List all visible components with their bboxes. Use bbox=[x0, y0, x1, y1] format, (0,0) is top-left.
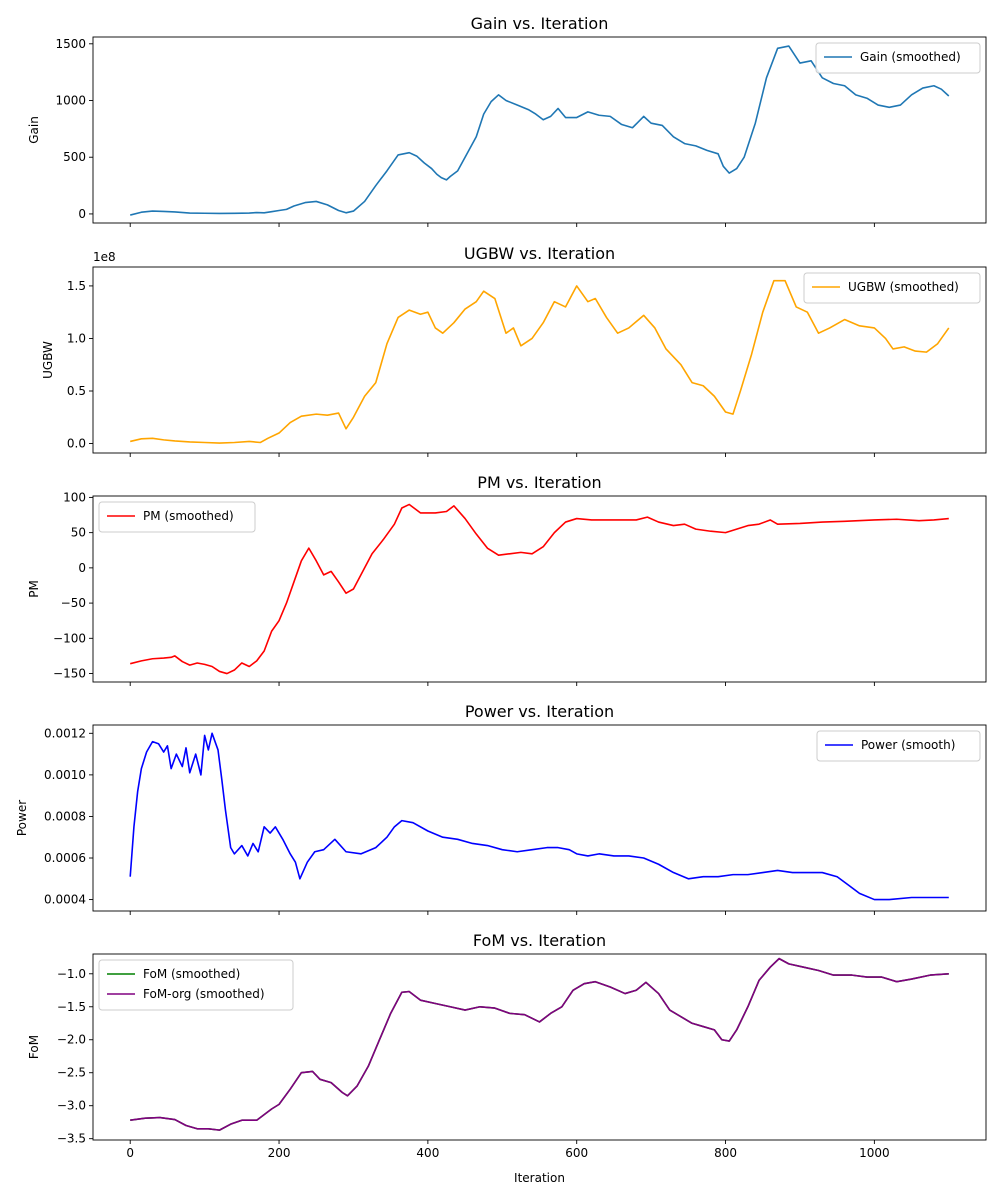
legend-entry: Gain (smoothed) bbox=[860, 50, 961, 64]
series-line-0 bbox=[130, 45, 950, 216]
legend-box bbox=[816, 730, 981, 762]
y-tick-label: 0.0012 bbox=[44, 726, 86, 740]
axis-offset-text: 1e8 bbox=[93, 250, 116, 264]
y-tick-label: 1000 bbox=[55, 94, 86, 108]
legend-box bbox=[815, 42, 981, 74]
legend-box bbox=[803, 272, 981, 304]
y-tick-label: 0.0010 bbox=[44, 768, 86, 782]
chart-panel-3: Power vs. Iteration 0.0004 0.0006 0.0008 0.0… bbox=[15, 702, 987, 915]
axes-frame bbox=[92, 36, 987, 224]
series-line-0 bbox=[130, 503, 949, 675]
chart-title: PM vs. Iteration bbox=[477, 473, 601, 492]
y-tick-label: 0.0004 bbox=[44, 893, 86, 907]
y-axis-label: PM bbox=[27, 580, 41, 598]
legend: Gain (smoothed) bbox=[815, 42, 981, 74]
y-axis-label: Gain bbox=[27, 116, 41, 144]
y-tick-label: 50 bbox=[71, 526, 86, 540]
series-line-0 bbox=[129, 732, 949, 901]
y-tick-label: −2.5 bbox=[57, 1066, 86, 1080]
y-tick-label: −50 bbox=[61, 596, 86, 610]
x-tick-label: 200 bbox=[268, 1146, 291, 1160]
legend: Power (smooth) bbox=[816, 730, 981, 762]
legend: FoM (smoothed) FoM-org (smoothed) bbox=[98, 959, 294, 1011]
x-tick-label: 600 bbox=[565, 1146, 588, 1160]
y-tick-label: 0.5 bbox=[67, 384, 86, 398]
legend-entry: Power (smooth) bbox=[861, 738, 955, 752]
y-tick-label: 0.0006 bbox=[44, 851, 86, 865]
y-axis-label: FoM bbox=[27, 1035, 41, 1059]
axes-frame bbox=[92, 266, 987, 454]
y-tick-label: 0.0008 bbox=[44, 809, 86, 823]
chart-title: Gain vs. Iteration bbox=[471, 14, 609, 33]
series-line-1 bbox=[130, 957, 949, 1131]
y-axis-label: UGBW bbox=[41, 341, 55, 379]
y-tick-label: −150 bbox=[53, 667, 86, 681]
y-tick-label: 1.0 bbox=[67, 331, 86, 345]
chart-panel-2: PM vs. Iteration −150 −100 −50 0 50 100 PM PM (s… bbox=[27, 473, 987, 686]
y-tick-label: 1.5 bbox=[67, 279, 86, 293]
x-tick-label: 0 bbox=[126, 1146, 134, 1160]
y-tick-label: −1.0 bbox=[57, 967, 86, 981]
y-tick-label: 0 bbox=[78, 561, 86, 575]
axes-frame bbox=[92, 953, 987, 1141]
x-tick-label: 800 bbox=[714, 1146, 737, 1160]
y-tick-label: 0 bbox=[78, 207, 86, 221]
axes-frame bbox=[92, 724, 987, 912]
legend-entry: FoM-org (smoothed) bbox=[143, 987, 265, 1001]
series-line-0 bbox=[130, 279, 950, 444]
chart-title: Power vs. Iteration bbox=[465, 702, 614, 721]
x-tick-label: 400 bbox=[416, 1146, 439, 1160]
y-tick-label: −100 bbox=[53, 631, 86, 645]
y-tick-label: 100 bbox=[63, 490, 86, 504]
chart-title: UGBW vs. Iteration bbox=[464, 244, 615, 263]
legend-box bbox=[98, 959, 294, 1011]
x-tick-label: 1000 bbox=[859, 1146, 890, 1160]
y-tick-label: 1500 bbox=[55, 37, 86, 51]
y-tick-label: 500 bbox=[63, 150, 86, 164]
legend: UGBW (smoothed) bbox=[803, 272, 981, 304]
chart-title: FoM vs. Iteration bbox=[473, 931, 606, 950]
chart-panel-1: UGBW vs. Iteration 1e8 0.0 0.5 1.0 1.5 UGBW UGB… bbox=[41, 244, 987, 457]
legend-entry: UGBW (smoothed) bbox=[848, 280, 959, 294]
legend-entry: PM (smoothed) bbox=[143, 509, 234, 523]
y-tick-label: −3.5 bbox=[57, 1132, 86, 1146]
y-tick-label: 0.0 bbox=[67, 437, 86, 451]
legend-box bbox=[98, 501, 256, 533]
y-tick-label: −3.0 bbox=[57, 1099, 86, 1113]
legend: PM (smoothed) bbox=[98, 501, 256, 533]
axes-frame bbox=[92, 495, 987, 683]
chart-panel-0: Gain vs. Iteration 0 500 1000 1500 Gain Gain (… bbox=[27, 14, 987, 227]
y-tick-label: −1.5 bbox=[57, 1000, 86, 1014]
x-axis-label: Iteration bbox=[514, 1171, 565, 1185]
y-axis-label: Power bbox=[15, 800, 29, 836]
chart-panel-4: FoM vs. Iteration 0 200 400 600 800 1000 −3.5 −3… bbox=[27, 931, 987, 1185]
legend-entry: FoM (smoothed) bbox=[143, 967, 240, 981]
y-tick-label: −2.0 bbox=[57, 1033, 86, 1047]
